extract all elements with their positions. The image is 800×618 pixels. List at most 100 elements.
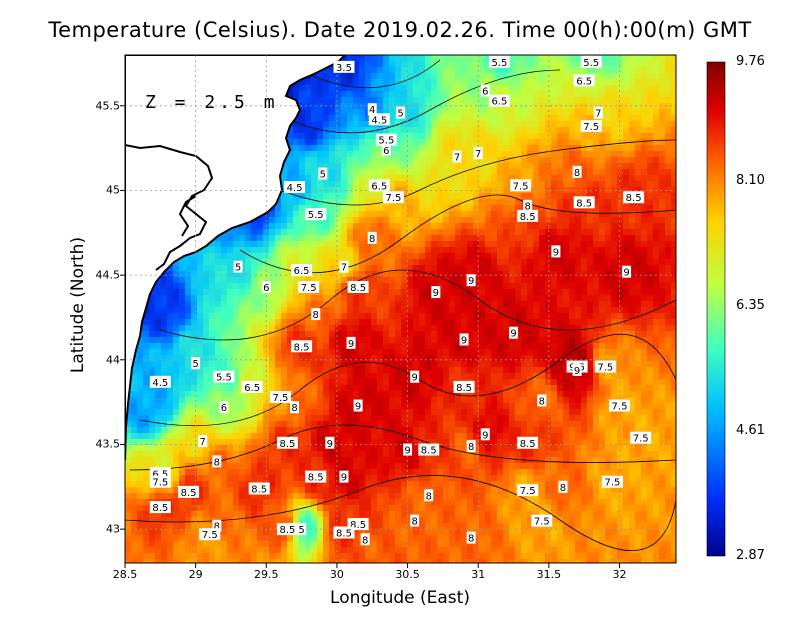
heat-cell xyxy=(395,157,402,164)
heat-cell xyxy=(287,157,294,164)
heat-cell xyxy=(623,337,630,344)
heat-cell xyxy=(611,127,618,134)
heat-cell xyxy=(449,175,456,182)
heat-cell xyxy=(443,103,450,110)
heat-cell xyxy=(191,283,198,290)
heat-cell xyxy=(455,247,462,254)
heat-cell xyxy=(341,241,348,248)
heat-cell xyxy=(605,193,612,200)
heat-cell xyxy=(401,211,408,218)
heat-cell xyxy=(353,307,360,314)
heat-cell xyxy=(599,295,606,302)
heat-cell xyxy=(269,235,276,242)
heat-cell xyxy=(269,373,276,380)
heat-cell xyxy=(365,133,372,140)
heat-cell xyxy=(527,367,534,374)
heat-cell xyxy=(353,163,360,170)
heat-cell xyxy=(641,187,648,194)
heat-cell xyxy=(599,307,606,314)
heat-cell xyxy=(533,235,540,242)
heat-cell xyxy=(365,295,372,302)
heat-cell xyxy=(155,367,162,374)
heat-cell xyxy=(467,145,474,152)
heat-cell xyxy=(227,253,234,260)
heat-cell xyxy=(263,295,270,302)
heat-cell xyxy=(395,349,402,356)
heat-cell xyxy=(503,79,510,86)
heat-cell xyxy=(521,355,528,362)
heat-cell xyxy=(575,91,582,98)
heat-cell xyxy=(473,121,480,128)
heat-cell xyxy=(551,367,558,374)
heat-cell xyxy=(539,157,546,164)
heat-cell xyxy=(335,217,342,224)
heat-cell xyxy=(449,97,456,104)
heat-cell xyxy=(563,337,570,344)
heat-cell xyxy=(395,181,402,188)
heat-cell xyxy=(311,229,318,236)
heat-cell xyxy=(383,301,390,308)
heat-cell xyxy=(515,343,522,350)
heat-cell xyxy=(215,349,222,356)
heat-cell xyxy=(533,301,540,308)
heat-cell xyxy=(575,97,582,104)
heat-cell xyxy=(623,253,630,260)
heat-cell xyxy=(245,253,252,260)
heat-cell xyxy=(209,289,216,296)
heat-cell xyxy=(317,349,324,356)
heat-cell xyxy=(383,97,390,104)
heat-cell xyxy=(281,331,288,338)
heat-cell xyxy=(515,115,522,122)
heat-cell xyxy=(317,181,324,188)
heat-cell xyxy=(359,361,366,368)
heat-cell xyxy=(587,295,594,302)
heat-cell xyxy=(383,67,390,74)
heat-cell xyxy=(659,61,666,68)
heat-cell xyxy=(311,361,318,368)
heat-cell xyxy=(353,169,360,176)
heat-cell xyxy=(539,343,546,350)
heat-cell xyxy=(479,253,486,260)
heat-cell xyxy=(671,361,676,368)
heat-cell xyxy=(443,127,450,134)
heat-cell xyxy=(485,157,492,164)
heat-cell xyxy=(455,85,462,92)
heat-cell xyxy=(449,193,456,200)
heat-cell xyxy=(653,199,660,206)
heat-cell xyxy=(659,295,666,302)
heat-cell xyxy=(401,151,408,158)
heat-cell xyxy=(647,133,654,140)
heat-cell xyxy=(239,241,246,248)
heat-cell xyxy=(149,307,156,314)
heat-cell xyxy=(629,283,636,290)
heat-cell xyxy=(359,163,366,170)
heat-cell xyxy=(557,313,564,320)
heat-cell xyxy=(341,223,348,230)
heat-cell xyxy=(191,373,198,380)
heat-cell xyxy=(491,355,498,362)
heat-cell xyxy=(509,163,516,170)
heat-cell xyxy=(515,73,522,80)
heat-cell xyxy=(551,325,558,332)
heat-cell xyxy=(491,109,498,116)
heat-cell xyxy=(221,313,228,320)
heat-cell xyxy=(449,373,456,380)
heat-cell xyxy=(659,301,666,308)
heat-cell xyxy=(269,379,276,386)
heat-cell xyxy=(245,223,252,230)
heat-cell xyxy=(431,355,438,362)
heat-cell xyxy=(275,373,282,380)
heat-cell xyxy=(539,61,546,68)
heat-cell xyxy=(527,109,534,116)
heat-cell xyxy=(545,55,552,62)
heat-cell xyxy=(305,247,312,254)
heat-cell xyxy=(641,367,648,374)
heat-cell xyxy=(575,259,582,266)
heat-cell xyxy=(221,235,228,242)
heat-cell xyxy=(359,175,366,182)
heat-cell xyxy=(425,373,432,380)
heat-cell xyxy=(359,217,366,224)
heat-cell xyxy=(431,229,438,236)
heat-cell xyxy=(497,133,504,140)
heat-cell xyxy=(329,115,336,122)
